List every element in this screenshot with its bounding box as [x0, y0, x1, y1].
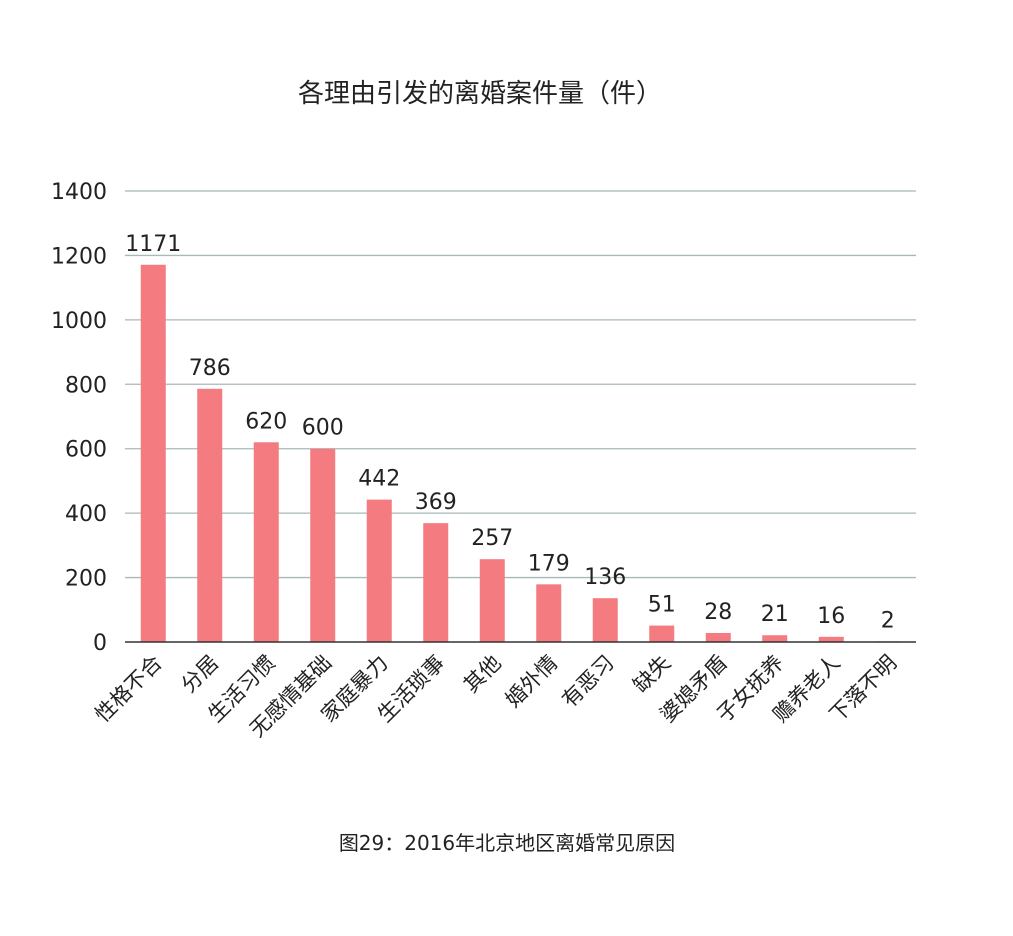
chart-caption: 图29：2016年北京地区离婚常见原因: [339, 831, 675, 855]
data-label: 21: [761, 602, 789, 627]
bar: [366, 499, 392, 642]
gridlines: [125, 190, 916, 579]
x-tick-label: 性格不合: [90, 651, 166, 727]
y-tick-label: 1400: [51, 180, 107, 205]
data-label: 620: [245, 409, 287, 434]
y-tick-label: 600: [65, 438, 107, 463]
bar: [197, 388, 223, 642]
x-tick-label: 有恶习: [557, 651, 619, 713]
bar: [705, 632, 731, 642]
data-label: 51: [648, 593, 676, 618]
data-label: 28: [704, 600, 732, 625]
bar: [253, 442, 279, 642]
data-label: 1171: [125, 232, 181, 257]
x-tick-label: 其他: [459, 651, 506, 698]
chart-title: 各理由引发的离婚案件量（件）: [298, 79, 662, 109]
y-tick-label: 200: [65, 567, 107, 592]
data-label: 442: [358, 467, 400, 492]
bar: [649, 625, 675, 642]
bar: [140, 264, 166, 642]
bar: [818, 636, 844, 642]
data-label: 369: [415, 490, 457, 515]
bar: [423, 523, 449, 642]
data-label: 16: [817, 604, 845, 629]
y-tick-label: 800: [65, 373, 107, 398]
y-tick-label: 0: [93, 631, 107, 656]
data-label: 600: [302, 416, 344, 441]
x-tick-label: 缺失: [629, 651, 676, 698]
data-label: 257: [471, 526, 513, 551]
y-tick-label: 1000: [51, 309, 107, 334]
x-tick-label: 分居: [177, 651, 224, 698]
data-label: 179: [528, 551, 570, 576]
data-label: 136: [584, 565, 626, 590]
y-tick-label: 400: [65, 502, 107, 527]
y-axis-tick-labels: 0 200 400 600 800 1000 1200 1400: [51, 180, 107, 656]
bar: [762, 635, 788, 642]
x-tick-label: 婚外情: [501, 651, 563, 713]
bar: [536, 584, 562, 642]
data-label: 2: [881, 608, 895, 633]
bars: [140, 264, 901, 643]
data-label: 786: [189, 356, 231, 381]
value-labels: 1171 786 620 600 442 369 257 179 136 51 28 21 16 2: [125, 232, 895, 634]
y-tick-label: 1200: [51, 244, 107, 269]
bar: [310, 448, 336, 642]
bar: [479, 559, 505, 642]
bar: [592, 598, 618, 642]
